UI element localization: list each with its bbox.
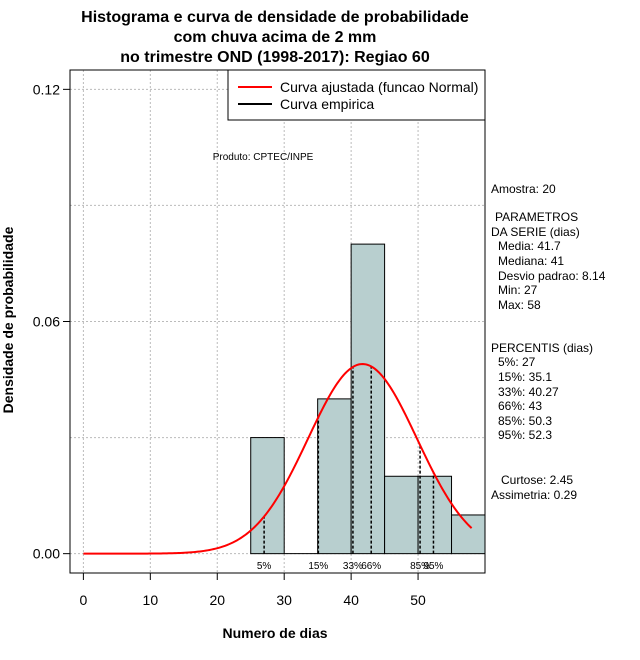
- plot-area: 5% 15% 33%66% 85%95%: [70, 70, 486, 573]
- stat-curtose: Curtose: 2.45: [501, 473, 573, 487]
- stat-max: Max: 58: [498, 298, 541, 312]
- x-tick-label-10: 10: [143, 592, 159, 608]
- percentil-5: 5%: 27: [498, 355, 536, 369]
- legend-box: [227, 69, 486, 121]
- percentile-label-5: 95%: [423, 561, 443, 572]
- percentil-95: 95%: 52.3: [498, 428, 552, 442]
- percentile-label-3: 66%: [361, 561, 381, 572]
- legend: Curva ajustada (funcao Normal) Curva emp…: [227, 69, 486, 121]
- y-tick-label-0: 0.00: [33, 546, 60, 562]
- legend-label-normal: Curva ajustada (funcao Normal): [280, 79, 478, 95]
- legend-label-empirical: Curva empirica: [280, 96, 374, 112]
- chart-title-line-3: no trimestre OND (1998-2017): Regiao 60: [120, 49, 430, 66]
- percentil-85: 85%: 50.3: [498, 414, 552, 428]
- stat-mediana: Mediana: 41: [498, 254, 564, 268]
- percentil-15: 15%: 35.1: [498, 370, 552, 384]
- stat-assimetria: Assimetria: 0.29: [491, 488, 577, 502]
- y-axis-label: Densidade de probabilidade: [0, 226, 16, 413]
- histogram-bar-3: [350, 243, 386, 555]
- percentil-66: 66%: 43: [498, 399, 542, 413]
- histogram-bar-4: [384, 475, 419, 555]
- sample-size: Amostra: 20: [491, 182, 556, 196]
- percentil-33: 33%: 40.27: [498, 385, 559, 399]
- x-tick-label-40: 40: [343, 592, 359, 608]
- params-header-2: DA SERIE (dias): [491, 225, 580, 239]
- histogram-bar-2: [317, 398, 352, 555]
- chart-title-line-2: com chuva acima de 2 mm: [174, 29, 377, 46]
- chart-title-line-1: Histograma e curva de densidade de proba…: [81, 9, 469, 26]
- x-axis-label: Numero de dias: [222, 625, 327, 641]
- percentile-label-4: 85%: [410, 561, 430, 572]
- y-tick-label-1: 0.06: [33, 314, 60, 330]
- stat-desvio: Desvio padrao: 8.14: [498, 269, 606, 283]
- percentile-label-2: 33%: [343, 561, 363, 572]
- statistics-panel: Amostra: 20 PARAMETROS DA SERIE (dias) M…: [491, 182, 606, 502]
- params-header-1: PARAMETROS: [495, 210, 578, 224]
- percentis-header: PERCENTIS (dias): [491, 341, 593, 355]
- stat-min: Min: 27: [498, 283, 538, 297]
- percentile-label-1: 15%: [308, 561, 328, 572]
- x-tick-label-50: 50: [410, 592, 426, 608]
- histogram-bar-5: [417, 475, 453, 555]
- x-tick-label-20: 20: [209, 592, 225, 608]
- x-tick-label-0: 0: [79, 592, 87, 608]
- histogram-bar-6: [451, 514, 486, 555]
- normal-curve-line: [83, 363, 473, 555]
- stat-media: Media: 41.7: [498, 239, 561, 253]
- product-annotation: Produto: CPTEC/INPE: [213, 152, 314, 163]
- percentile-label-0: 5%: [257, 561, 272, 572]
- y-tick-label-2: 0.12: [33, 81, 60, 97]
- x-tick-label-30: 30: [276, 592, 292, 608]
